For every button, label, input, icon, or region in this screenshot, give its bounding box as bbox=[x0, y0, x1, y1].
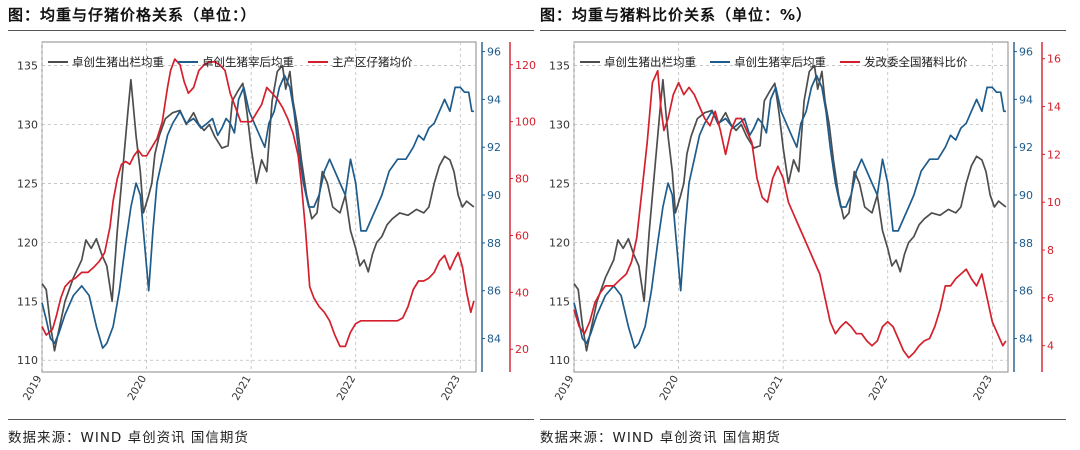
title-rule bbox=[540, 30, 1066, 31]
y-right2-tick-label: 4 bbox=[1047, 340, 1054, 353]
y-left-tick-label: 125 bbox=[549, 177, 570, 190]
y-right1-tick-label: 88 bbox=[1019, 237, 1033, 250]
y-right2-tick-label: 80 bbox=[515, 173, 529, 186]
legend-label: 卓创生猪宰后均重 bbox=[734, 55, 826, 69]
y-right2-tick-label: 40 bbox=[515, 286, 529, 299]
y-left-tick-label: 135 bbox=[17, 60, 38, 73]
y-right1-tick-label: 94 bbox=[487, 93, 501, 106]
source-note: 数据来源：WIND 卓创资讯 国信期货 bbox=[540, 430, 781, 446]
x-tick-label: 2020 bbox=[125, 374, 149, 403]
x-tick-label: 2019 bbox=[553, 374, 577, 403]
y-left-tick-label: 120 bbox=[549, 236, 570, 249]
legend-label: 卓创生猪宰后均重 bbox=[202, 55, 294, 69]
source-rule bbox=[540, 419, 1066, 420]
x-tick-label: 2023 bbox=[971, 374, 995, 403]
series-line-2 bbox=[573, 74, 1006, 349]
y-right2-tick-label: 10 bbox=[1047, 196, 1061, 209]
y-right2-tick-label: 6 bbox=[1047, 292, 1054, 305]
series-line-1 bbox=[41, 64, 475, 352]
y-right1-tick-label: 88 bbox=[487, 237, 501, 250]
x-tick-label: 2019 bbox=[21, 374, 45, 403]
source-rule bbox=[8, 419, 534, 420]
y-right2-tick-label: 60 bbox=[515, 229, 529, 242]
plot-frame bbox=[41, 41, 477, 373]
y-right2-tick-label: 20 bbox=[515, 343, 529, 356]
x-tick-label: 2021 bbox=[762, 374, 786, 403]
y-right1-tick-label: 96 bbox=[1019, 46, 1033, 59]
chart-title: 图：均重与仔猪价格关系（单位：） bbox=[8, 6, 257, 24]
title-rule bbox=[8, 30, 534, 31]
x-tick-label: 2022 bbox=[335, 374, 359, 403]
y-right1-tick-label: 92 bbox=[487, 141, 501, 154]
series-line-1 bbox=[573, 64, 1007, 352]
plot-frame bbox=[573, 41, 1009, 373]
legend-label: 卓创生猪出栏均重 bbox=[72, 55, 164, 69]
x-tick-label: 2021 bbox=[230, 374, 254, 403]
y-left-tick-label: 115 bbox=[17, 295, 38, 308]
series-line-3 bbox=[573, 69, 1007, 359]
y-left-tick-label: 115 bbox=[549, 295, 570, 308]
legend-label: 卓创生猪出栏均重 bbox=[604, 55, 696, 69]
y-right2-tick-label: 12 bbox=[1047, 148, 1061, 161]
legend-label: 主产区仔猪均价 bbox=[332, 55, 413, 69]
x-tick-label: 2023 bbox=[439, 374, 463, 403]
legend-label: 发改委全国猪料比价 bbox=[864, 55, 968, 69]
y-right1-tick-label: 94 bbox=[1019, 93, 1033, 106]
y-left-tick-label: 125 bbox=[17, 177, 38, 190]
y-right1-tick-label: 86 bbox=[487, 285, 501, 298]
y-right1-tick-label: 90 bbox=[1019, 189, 1033, 202]
source-note: 数据来源：WIND 卓创资讯 国信期货 bbox=[8, 430, 249, 446]
y-right1-tick-label: 84 bbox=[1019, 333, 1033, 346]
chart-panel-right: 图：均重与猪料比价关系（单位：%） 110 115 120 125 130 135 84 86… bbox=[540, 0, 1070, 450]
chart-title: 图：均重与猪料比价关系（单位：%） bbox=[540, 6, 813, 24]
y-left-tick-label: 130 bbox=[17, 119, 38, 132]
y-right2-tick-label: 16 bbox=[1047, 53, 1061, 66]
y-left-tick-label: 110 bbox=[549, 354, 570, 367]
y-right1-tick-label: 90 bbox=[487, 189, 501, 202]
chart-weight-vs-piglet-price: 110 115 120 125 130 135 84 86 88 90 92 94 96 20 40 60 80… bbox=[17, 41, 536, 403]
y-left-tick-label: 130 bbox=[549, 119, 570, 132]
series-line-3 bbox=[41, 58, 475, 348]
y-right2-tick-label: 100 bbox=[515, 116, 536, 129]
x-tick-label: 2020 bbox=[657, 374, 681, 403]
y-right1-tick-label: 96 bbox=[487, 46, 501, 59]
y-right2-tick-label: 120 bbox=[515, 59, 536, 72]
series-line-2 bbox=[41, 74, 474, 349]
y-right2-tick-label: 8 bbox=[1047, 244, 1054, 257]
y-right1-tick-label: 84 bbox=[487, 333, 501, 346]
y-left-tick-label: 120 bbox=[17, 236, 38, 249]
y-right2-tick-label: 14 bbox=[1047, 101, 1061, 114]
y-left-tick-label: 135 bbox=[549, 60, 570, 73]
chart-weight-vs-hog-feed-ratio: 110 115 120 125 130 135 84 86 88 90 92 94 96 4 6 8 10 12 1… bbox=[549, 41, 1061, 403]
chart-panel-left: 图：均重与仔猪价格关系（单位：） 110 115 120 125 130 135 84 86 8… bbox=[8, 0, 538, 450]
y-right1-tick-label: 86 bbox=[1019, 285, 1033, 298]
x-tick-label: 2022 bbox=[867, 374, 891, 403]
y-right1-tick-label: 92 bbox=[1019, 141, 1033, 154]
y-left-tick-label: 110 bbox=[17, 354, 38, 367]
